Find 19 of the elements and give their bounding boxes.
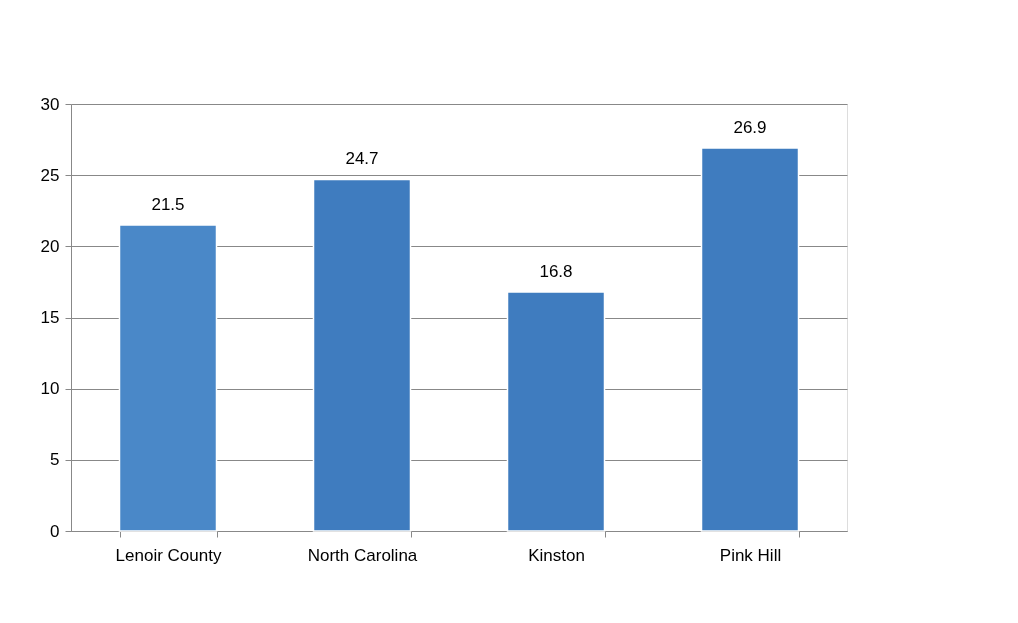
bar: [118, 224, 218, 532]
data-label: 24.7: [345, 149, 379, 169]
x-tick-label: Pink Hill: [719, 545, 782, 565]
y-tick-label: 0: [50, 521, 60, 541]
y-tick-label: 25: [40, 165, 60, 185]
y-tick-label: 20: [40, 236, 60, 256]
y-tick-label: 30: [40, 94, 60, 114]
x-tick-label: North Carolina: [307, 545, 418, 565]
bar: [506, 291, 606, 532]
bar: [700, 147, 800, 532]
data-label: 21.5: [151, 194, 185, 214]
x-tick-label: Kinston: [528, 545, 585, 565]
y-tick-label: 10: [40, 379, 60, 399]
y-tick-label: 5: [50, 450, 60, 470]
bar: [312, 178, 412, 532]
y-tick-label: 15: [40, 308, 60, 327]
data-label: 16.8: [539, 261, 573, 281]
x-tick-label: Lenoir County: [115, 545, 222, 565]
data-label: 26.9: [733, 118, 767, 138]
